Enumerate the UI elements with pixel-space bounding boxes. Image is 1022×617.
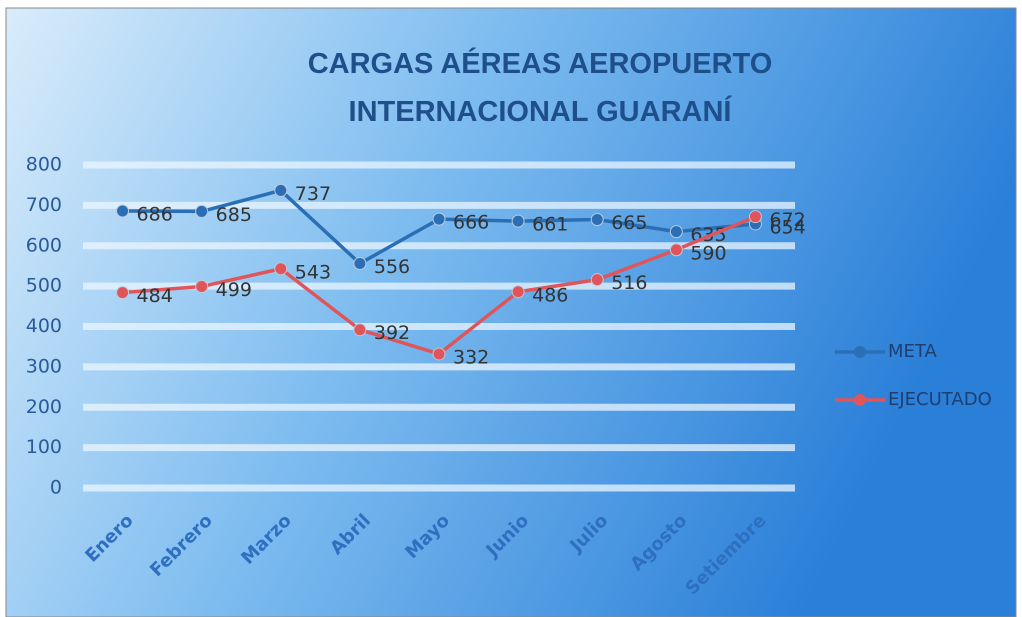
- data-label: 661: [532, 214, 568, 236]
- marker: [274, 262, 288, 276]
- marker: [669, 243, 683, 257]
- data-label: 590: [690, 242, 726, 264]
- marker: [274, 183, 288, 197]
- legend-label: META: [888, 341, 938, 362]
- data-label: 665: [611, 212, 647, 234]
- data-label: 685: [216, 204, 252, 226]
- legend-marker: [854, 394, 866, 406]
- data-label: 672: [769, 209, 805, 231]
- data-label: 332: [453, 346, 489, 368]
- y-tick-label: 600: [26, 234, 62, 256]
- marker: [195, 280, 209, 294]
- legend-marker: [854, 346, 866, 358]
- marker: [511, 285, 525, 299]
- marker: [432, 212, 446, 226]
- data-label: 556: [374, 256, 410, 278]
- background: [5, 7, 1017, 617]
- marker: [511, 214, 525, 228]
- marker: [590, 273, 604, 287]
- y-tick-label: 300: [26, 355, 62, 377]
- data-label: 654: [769, 216, 805, 238]
- data-label: 516: [611, 272, 647, 294]
- legend-label: EJECUTADO: [888, 389, 992, 410]
- marker: [116, 204, 130, 218]
- data-label: 666: [453, 212, 489, 234]
- y-tick-label: 500: [26, 275, 62, 297]
- y-tick-label: 100: [26, 436, 62, 458]
- data-label: 499: [216, 279, 252, 301]
- marker: [669, 225, 683, 239]
- data-label: 484: [137, 285, 173, 307]
- data-label: 686: [137, 204, 173, 226]
- y-tick-label: 0: [50, 477, 62, 499]
- y-tick-label: 400: [26, 315, 62, 337]
- marker: [195, 204, 209, 218]
- data-label: 486: [532, 284, 568, 306]
- marker: [116, 286, 130, 300]
- data-label: 543: [295, 261, 331, 283]
- data-label: 392: [374, 322, 410, 344]
- marker: [353, 257, 367, 271]
- marker: [353, 323, 367, 337]
- y-tick-label: 200: [26, 396, 62, 418]
- marker: [432, 347, 446, 361]
- chart-title: CARGAS AÉREAS AEROPUERTO INTERNACIONAL G…: [307, 48, 773, 128]
- y-tick-label: 700: [26, 194, 62, 216]
- marker: [590, 213, 604, 227]
- marker: [748, 210, 762, 224]
- data-label: 737: [295, 183, 331, 205]
- y-tick-label: 800: [26, 154, 62, 176]
